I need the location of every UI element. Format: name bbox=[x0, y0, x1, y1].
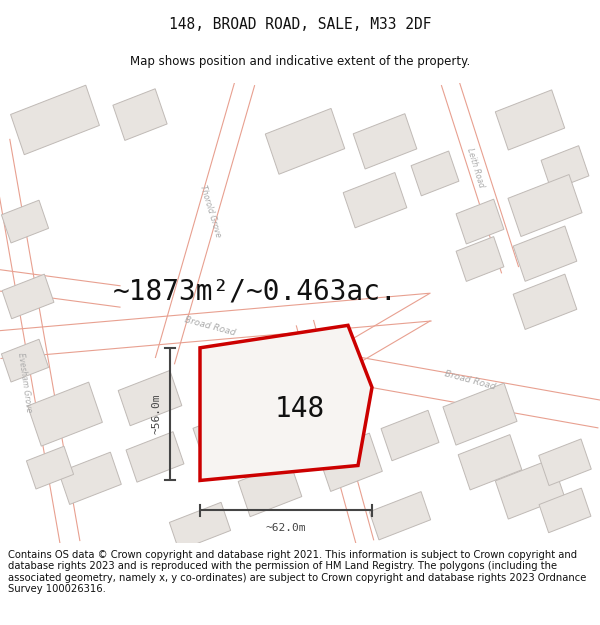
Polygon shape bbox=[513, 274, 577, 329]
Text: Broad Road: Broad Road bbox=[184, 315, 236, 338]
Polygon shape bbox=[1, 339, 49, 382]
Text: Evesham Grove: Evesham Grove bbox=[16, 352, 34, 412]
Polygon shape bbox=[513, 226, 577, 281]
Text: Thorold Grove: Thorold Grove bbox=[198, 184, 222, 238]
Polygon shape bbox=[126, 432, 184, 482]
Text: ~1873m²/~0.463ac.: ~1873m²/~0.463ac. bbox=[113, 277, 397, 305]
Polygon shape bbox=[59, 452, 121, 504]
Text: 148, BROAD ROAD, SALE, M33 2DF: 148, BROAD ROAD, SALE, M33 2DF bbox=[169, 18, 431, 32]
Text: ~56.0m: ~56.0m bbox=[151, 394, 161, 434]
Polygon shape bbox=[265, 108, 345, 174]
Polygon shape bbox=[539, 488, 591, 532]
Polygon shape bbox=[443, 383, 517, 445]
Polygon shape bbox=[508, 174, 582, 236]
Polygon shape bbox=[200, 326, 372, 481]
Polygon shape bbox=[539, 439, 591, 486]
Text: Leith Road: Leith Road bbox=[465, 148, 485, 189]
Polygon shape bbox=[456, 237, 504, 281]
Polygon shape bbox=[2, 274, 54, 319]
Polygon shape bbox=[28, 382, 103, 446]
Polygon shape bbox=[370, 492, 431, 540]
Polygon shape bbox=[238, 461, 302, 517]
Polygon shape bbox=[118, 371, 182, 426]
Text: ~62.0m: ~62.0m bbox=[266, 522, 306, 532]
Polygon shape bbox=[26, 446, 74, 489]
Text: 148: 148 bbox=[275, 395, 325, 422]
Polygon shape bbox=[193, 404, 267, 466]
Polygon shape bbox=[169, 503, 230, 551]
Polygon shape bbox=[381, 410, 439, 461]
Polygon shape bbox=[496, 459, 565, 519]
Polygon shape bbox=[11, 85, 100, 154]
Polygon shape bbox=[1, 200, 49, 243]
Polygon shape bbox=[411, 151, 459, 196]
Polygon shape bbox=[343, 173, 407, 228]
Text: Contains OS data © Crown copyright and database right 2021. This information is : Contains OS data © Crown copyright and d… bbox=[8, 549, 586, 594]
Polygon shape bbox=[113, 89, 167, 141]
Polygon shape bbox=[458, 434, 522, 490]
Text: Skaife Road: Skaife Road bbox=[324, 423, 346, 469]
Polygon shape bbox=[317, 433, 382, 491]
Polygon shape bbox=[541, 146, 589, 191]
Polygon shape bbox=[496, 90, 565, 150]
Text: Map shows position and indicative extent of the property.: Map shows position and indicative extent… bbox=[130, 56, 470, 68]
Polygon shape bbox=[456, 199, 504, 244]
Text: Broad Road: Broad Road bbox=[443, 369, 497, 391]
Polygon shape bbox=[353, 114, 417, 169]
